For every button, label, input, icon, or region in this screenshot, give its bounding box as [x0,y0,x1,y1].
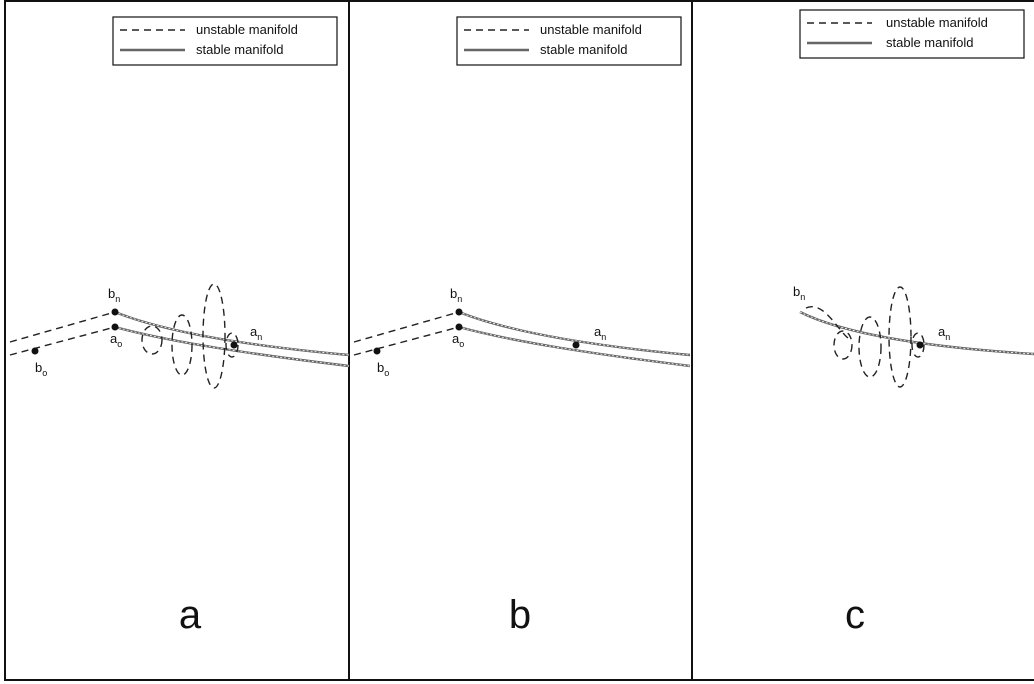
label-base: a [110,331,118,346]
legend-label: stable manifold [196,42,283,57]
panel-letter: c [845,593,865,637]
unstable-manifold [805,305,849,339]
legend-label: stable manifold [886,35,973,50]
label-sub: n [457,294,462,304]
legend-label: unstable manifold [540,22,642,37]
stable-manifold-texture [799,311,1034,355]
label-base: a [938,324,946,339]
point [916,341,924,349]
panel: unstable manifold stable manifold bn an … [793,9,1034,637]
point-label: bn [108,286,120,304]
label-base: b [377,360,384,375]
legend-box [456,16,682,66]
legend-box [799,9,1025,59]
point-label: bn [450,286,462,304]
point [230,341,238,349]
label-base: b [450,286,457,301]
point-label: bo [377,360,389,378]
unstable-manifold [9,311,116,356]
label-base: a [250,324,258,339]
unstable-loop [858,316,882,378]
panel-frame [691,0,1034,681]
label-base: b [793,284,800,299]
label-sub: n [945,332,950,342]
label-sub: o [117,339,122,349]
point-label: an [250,324,262,342]
unstable-loop [225,332,239,358]
unstable-loop [202,283,226,389]
point [31,347,39,355]
stable-manifold [458,310,691,368]
label-sub: n [257,332,262,342]
unstable-loop [171,314,193,376]
label-base: b [35,360,42,375]
point [455,323,463,331]
panel-letter: b [509,593,531,637]
point-label: bn [793,284,805,302]
legend-label: unstable manifold [886,15,988,30]
point-label: ao [452,331,464,349]
panel-letter: a [179,593,202,637]
legend-label: stable manifold [540,42,627,57]
stable-manifold-texture [458,311,691,367]
point-label: an [938,324,950,342]
stable-manifold-texture [114,311,350,367]
panel-frames [4,0,1034,681]
label-base: a [594,324,602,339]
point [111,308,119,316]
legend-box [112,16,338,66]
point [373,347,381,355]
point [572,341,580,349]
label-sub: o [384,368,389,378]
point-label: bo [35,360,47,378]
point [455,308,463,316]
unstable-loop [888,286,912,388]
label-base: a [452,331,460,346]
label-sub: n [800,292,805,302]
stable-manifold [114,310,350,368]
legend-label: unstable manifold [196,22,298,37]
panel: unstable manifold stable manifold bn ao … [9,16,350,637]
label-sub: n [115,294,120,304]
label-sub: o [42,368,47,378]
panel: unstable manifold stable manifold bn ao … [353,16,691,637]
point [111,323,119,331]
unstable-loop [911,332,925,358]
label-sub: n [601,332,606,342]
unstable-manifold [353,311,460,356]
point-label: ao [110,331,122,349]
unstable-loop [833,330,853,360]
unstable-loop [141,325,163,355]
point-label: an [594,324,606,342]
label-sub: o [459,339,464,349]
label-base: b [108,286,115,301]
